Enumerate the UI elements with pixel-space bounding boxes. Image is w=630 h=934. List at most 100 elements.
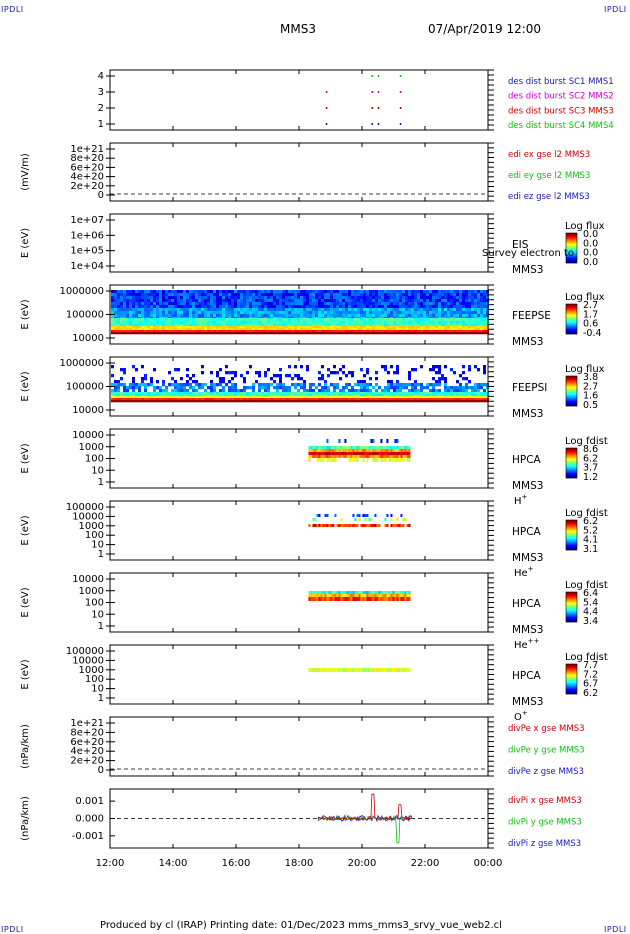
hpca_h-panel-time-ticks [109, 429, 489, 488]
burst-panel-right-ticks [488, 69, 494, 131]
hpca_o-panel-spacecraft-label: MMS3 [512, 696, 543, 708]
corner-tag-bottom-right: IPDLI [604, 925, 627, 934]
burst-panel-frame [109, 69, 489, 131]
eis-panel-colorbar-tick: 0.0 [583, 238, 598, 249]
hpca_o-panel-y-tick-label: 10000 [72, 655, 104, 666]
eis-panel-colorbar [565, 232, 578, 264]
divpi-panel-y-tick-label: -0.001 [72, 831, 104, 842]
hpca_h-panel-y-tick-label: 1 [98, 477, 104, 488]
hpca_h-panel-colorbar-tick: 6.2 [583, 453, 598, 464]
corner-tag-top-right: IPDLI [604, 5, 627, 14]
hpca_he1-panel-colorbar-tick: 3.1 [583, 544, 598, 555]
hpca_h-panel-y-tick-label: 10000 [72, 430, 104, 441]
burst-panel-y-tick-label: 1 [98, 119, 104, 130]
hpca_he2-panel-colorbar-title: Log fdist [565, 580, 608, 591]
feepse-panel-instrument-label: FEEPSE [512, 310, 551, 322]
hpca_he2-panel-frame [109, 572, 489, 633]
feepsi-panel-colorbar-tick: 2.7 [583, 381, 598, 392]
hpca_he1-panel-frame [109, 500, 489, 561]
feepsi-panel-spectrogram [111, 365, 489, 403]
hpca_he2-panel-y-tick-label: 10000 [72, 574, 104, 585]
burst-marker [377, 123, 380, 125]
feepse-panel-colorbar-tick: 2.7 [583, 300, 598, 311]
burst-marker [325, 123, 328, 125]
divpe-panel-legend-item: divPe y gse MMS3 [508, 746, 585, 756]
divpe-panel-y-tick-label: 4e+20 [70, 746, 104, 757]
divpe-panel-legend-item: divPe x gse MMS3 [508, 724, 585, 734]
feepsi-panel-colorbar [565, 375, 578, 407]
hpca_o-panel-colorbar-tick: 6.7 [583, 679, 598, 690]
eis-panel-colorbar-tick: 0.0 [583, 248, 598, 259]
hpca_he1-panel-colorbar-title: Log fdist [565, 508, 608, 519]
divpe-panel-legend-item: divPe z gse MMS3 [508, 767, 584, 777]
feepsi-panel-y-tick-label: 10000 [72, 405, 104, 416]
divpi-panel-time-ticks [109, 789, 489, 848]
hpca_he2-panel-right-ticks [488, 572, 494, 633]
hpca_o-panel-frame [109, 644, 489, 705]
hpca_he1-panel-y-axis-label: E (eV) [20, 515, 31, 545]
corner-tag-bottom-left: IPDLI [1, 925, 24, 934]
burst-marker [399, 107, 402, 109]
hpca_he1-panel-y-tick-label: 10000 [72, 511, 104, 522]
hpca_he1-panel-y-tick-label: 100 [85, 530, 104, 541]
hpca_he2-panel-y-tick-label: 1 [98, 621, 104, 632]
hpca_h-panel-colorbar-title: Log fdist [565, 436, 608, 447]
hpca_h-panel-colorbar-tick: 3.7 [583, 463, 598, 474]
eis-panel-right-ticks [488, 213, 494, 273]
edi-panel-y-axis-label: (mV/m) [20, 153, 31, 191]
hpca_h-panel-colorbar-tick: 1.2 [583, 472, 598, 483]
time-tick-label: 22:00 [411, 858, 440, 869]
corner-tag-top-left: IPDLI [1, 5, 24, 14]
hpca_h-panel-right-ticks [488, 428, 494, 489]
hpca_he1-panel-colorbar-tick: 6.2 [583, 516, 598, 527]
feepse-panel-y-tick-label: 1000000 [59, 286, 104, 297]
burst-panel-y-tick-label: 3 [98, 87, 104, 98]
burst-marker [399, 91, 402, 93]
hpca_o-panel-right-ticks [488, 644, 494, 705]
feepse-panel-spectrogram [111, 290, 489, 335]
eis-panel-colorbar-tick: 0.0 [583, 257, 598, 268]
hpca_o-panel-colorbar [565, 663, 578, 695]
burst-marker [371, 123, 373, 125]
time-axis: 12:00 14:00 16:00 18:00 20:00 22:00 00:00 [96, 858, 503, 869]
hpca_he1-panel-colorbar-tick: 4.1 [583, 535, 598, 546]
hpca_h-panel-y-tick-label: 100 [85, 454, 104, 465]
edi-panel-y-tick-label: 1e+21 [70, 144, 104, 155]
divpi-panel-y-tick-label: 0.000 [75, 814, 104, 825]
hpca_h-panel-colorbar-tick: 8.6 [583, 444, 598, 455]
hpca_he2-panel-colorbar-tick: 6.4 [583, 588, 598, 599]
burst-panel-y-tick-label: 2 [98, 103, 104, 114]
feepsi-panel-y-axis-label: E (eV) [20, 371, 31, 401]
hpca_he1-panel-right-ticks [488, 500, 494, 561]
feepsi-panel-instrument-label: FEEPSI [512, 382, 547, 394]
feepse-panel-colorbar-title: Log flux [565, 292, 605, 303]
feepsi-panel-colorbar-tick: 3.8 [583, 372, 598, 383]
hpca_he1-panel-instrument-label: HPCA [512, 526, 542, 538]
eis-panel-colorbar-title: Log flux [565, 221, 605, 232]
feepsi-panel-y-tick-label: 1000000 [59, 358, 104, 369]
feepse-panel-right-ticks [488, 284, 494, 345]
hpca_he1-panel-spectrogram [308, 514, 411, 527]
time-tick-label: 00:00 [474, 858, 503, 869]
hpca_he2-panel-colorbar [565, 591, 578, 623]
edi-panel-y-tick-label: 2e+20 [70, 181, 104, 192]
divpe-panel-y-tick-label: 1e+21 [70, 718, 104, 729]
hpca_h-panel-spacecraft-label: MMS3 [512, 480, 543, 492]
hpca_he1-panel-y-tick-label: 1 [98, 549, 104, 560]
feepse-panel-colorbar [565, 303, 578, 335]
edi-panel-y-tick-label: 0 [98, 190, 104, 201]
edi-panel-frame [109, 142, 489, 202]
burst-panel-legend-item: des dist burst SC3 MMS3 [508, 106, 614, 116]
burst-marker [371, 91, 373, 93]
hpca_o-panel-time-ticks [109, 645, 489, 704]
divpe-panel-y-axis-label: (nPa/km) [20, 724, 31, 769]
hpca_o-panel-colorbar-title: Log fdist [565, 652, 608, 663]
hpca_o-panel-colorbar-tick: 6.2 [583, 688, 598, 699]
divpe-panel-y-tick-label: 8e+20 [70, 727, 104, 738]
hpca_o-panel-y-tick-label: 100000 [66, 646, 104, 657]
